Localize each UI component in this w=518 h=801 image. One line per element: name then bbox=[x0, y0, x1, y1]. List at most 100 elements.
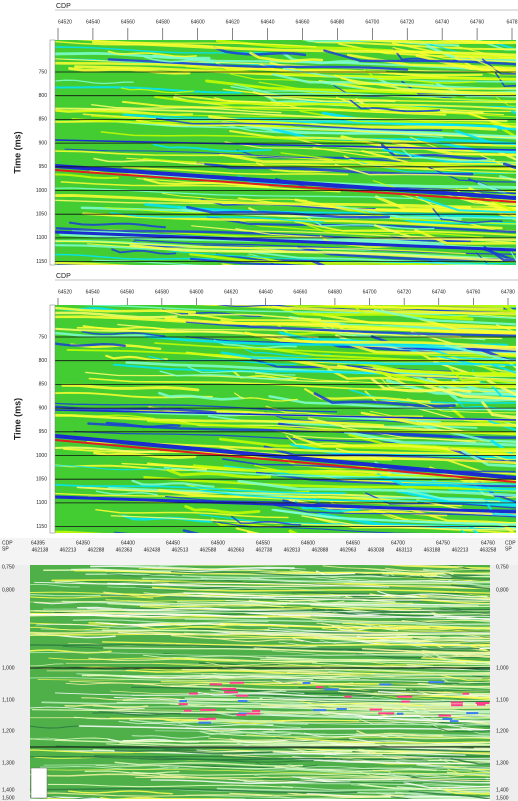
x-tick-label: 64760 bbox=[466, 289, 480, 295]
y-tick-label: 800 bbox=[39, 93, 48, 99]
y-tick-label-right: 1,400 bbox=[496, 787, 509, 793]
x-tick-label: 64740 bbox=[432, 289, 446, 295]
bright-amplitude bbox=[224, 691, 238, 693]
figure: CDP 64520 64540 64560 64580 64600 64620 64640 64… bbox=[0, 0, 518, 801]
sp-tick-label: 462363 bbox=[116, 547, 133, 553]
y-tick-label: 1,500 bbox=[2, 795, 15, 801]
bright-amplitude bbox=[252, 710, 260, 712]
sp-tick-label: 462588 bbox=[200, 547, 217, 553]
header-label: CDP bbox=[56, 3, 71, 10]
bright-amplitude bbox=[179, 700, 187, 702]
x-tick-label: 64540 bbox=[86, 289, 100, 295]
x-tick-label: 64700 bbox=[365, 19, 379, 25]
bright-amplitude bbox=[189, 693, 198, 695]
bright-amplitude bbox=[210, 683, 222, 685]
bright-amplitude bbox=[247, 713, 261, 715]
x-tick-label: 64560 bbox=[121, 19, 135, 25]
bright-amplitude bbox=[397, 713, 403, 715]
x-tick-label: 64660 bbox=[293, 289, 307, 295]
cdp-tick-label: 64760 bbox=[481, 540, 495, 546]
bright-amplitude bbox=[238, 700, 247, 702]
bright-amplitude bbox=[451, 702, 463, 704]
sp-tick-label: 462438 bbox=[144, 547, 161, 553]
y-tick-label: 750 bbox=[39, 69, 48, 75]
header-sp-right: SP bbox=[505, 546, 512, 552]
cdp-tick-label: 64350 bbox=[76, 540, 90, 546]
y-tick-label: 1100 bbox=[36, 235, 47, 241]
seismic-section bbox=[16, 287, 518, 572]
bright-amplitude bbox=[316, 686, 323, 688]
sp-tick-label: 463113 bbox=[396, 547, 413, 553]
page: {"panels":[ {"header":"CDP","x_ticks":["… bbox=[0, 0, 518, 801]
y-tick-label: 1,300 bbox=[2, 760, 15, 766]
sp-tick-label: 462738 bbox=[256, 547, 273, 553]
cdp-tick-label: 64750 bbox=[436, 540, 450, 546]
y-tick-label: 1100 bbox=[36, 500, 47, 506]
y-tick-label-right: 1,300 bbox=[496, 760, 509, 766]
cdp-tick-label: 64550 bbox=[256, 540, 270, 546]
y-tick-label-right: 1,200 bbox=[496, 728, 509, 734]
y-tick-label: 1150 bbox=[36, 524, 47, 530]
y-tick-label-right: 0,750 bbox=[496, 564, 509, 570]
sp-tick-label: 462288 bbox=[88, 547, 105, 553]
x-tick-label: 64740 bbox=[435, 19, 449, 25]
y-tick-label: 750 bbox=[39, 334, 48, 340]
y-tick-label: 1,100 bbox=[2, 697, 15, 703]
seismic-section bbox=[0, 546, 518, 801]
bright-amplitude bbox=[428, 681, 444, 683]
y-tick-label: 850 bbox=[39, 382, 48, 388]
bright-amplitude bbox=[207, 718, 215, 720]
bright-amplitude bbox=[379, 683, 391, 685]
cdp-tick-label: 64400 bbox=[121, 540, 135, 546]
y-tick-label: 950 bbox=[39, 164, 48, 170]
bright-amplitude bbox=[236, 695, 248, 697]
y-tick-label: 0,800 bbox=[2, 587, 15, 593]
x-tick-label: 64520 bbox=[58, 289, 72, 295]
y-tick-label: 1150 bbox=[36, 259, 47, 265]
y-tick-label-right: 1,000 bbox=[496, 665, 509, 671]
bright-amplitude bbox=[313, 709, 326, 711]
x-tick-label: 64620 bbox=[226, 19, 240, 25]
y-tick-label: 1050 bbox=[36, 477, 47, 483]
x-tick-label: 64680 bbox=[328, 289, 342, 295]
header-label: CDP bbox=[56, 273, 71, 280]
x-tick-label: 64660 bbox=[296, 19, 310, 25]
bright-amplitude bbox=[401, 701, 410, 703]
seismic-section bbox=[15, 20, 518, 303]
sp-tick-label: 462663 bbox=[228, 547, 245, 553]
left-scale bbox=[50, 305, 55, 533]
y-tick-label: 800 bbox=[39, 358, 48, 364]
y-axis-label: Time (ms) bbox=[12, 131, 22, 173]
bright-amplitude bbox=[199, 722, 212, 724]
legend-box bbox=[31, 768, 47, 798]
y-tick-label: 900 bbox=[39, 405, 48, 411]
y-tick-label: 850 bbox=[39, 117, 48, 123]
bright-amplitude bbox=[184, 710, 191, 712]
x-tick-label: 64620 bbox=[224, 289, 238, 295]
bright-amplitude bbox=[370, 709, 382, 711]
bright-amplitude bbox=[378, 712, 394, 714]
x-tick-label: 64580 bbox=[155, 289, 169, 295]
bright-amplitude bbox=[198, 718, 208, 720]
x-tick-label: 64640 bbox=[261, 19, 275, 25]
x-tick-label: 64640 bbox=[259, 289, 273, 295]
bright-amplitude bbox=[466, 712, 478, 714]
sp-tick-label: 462888 bbox=[312, 547, 329, 553]
bright-amplitude bbox=[230, 682, 244, 684]
x-tick-label: 64720 bbox=[400, 19, 414, 25]
y-tick-label: 1,200 bbox=[2, 728, 15, 734]
bright-amplitude bbox=[337, 708, 347, 710]
x-tick-label: 64600 bbox=[190, 289, 204, 295]
y-tick-label-right: 0,800 bbox=[496, 587, 509, 593]
y-tick-label: 0,750 bbox=[2, 564, 15, 570]
bright-amplitude bbox=[221, 688, 236, 690]
sp-tick-label: 462513 bbox=[172, 547, 189, 553]
sp-tick-label: 462213 bbox=[452, 547, 469, 553]
cdp-tick-label: 64395 bbox=[31, 540, 45, 546]
x-tick-label: 64540 bbox=[86, 19, 100, 25]
x-tick-label: 64720 bbox=[397, 289, 411, 295]
header-bar bbox=[0, 270, 518, 305]
sp-tick-label: 463258 bbox=[480, 547, 497, 553]
y-tick-label: 1050 bbox=[36, 212, 47, 218]
y-tick-label-right: 1,100 bbox=[496, 697, 509, 703]
